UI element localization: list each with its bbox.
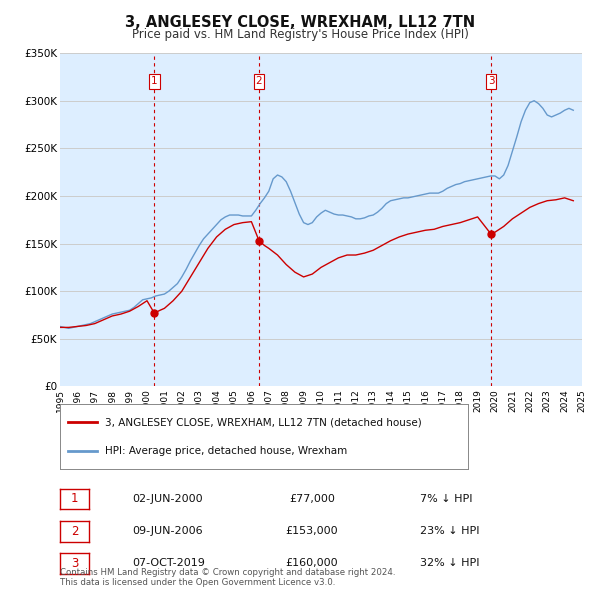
Text: £77,000: £77,000 bbox=[289, 494, 335, 503]
Text: 2: 2 bbox=[71, 525, 78, 538]
Text: 07-OCT-2019: 07-OCT-2019 bbox=[132, 559, 205, 568]
Text: Contains HM Land Registry data © Crown copyright and database right 2024.
This d: Contains HM Land Registry data © Crown c… bbox=[60, 568, 395, 587]
Text: Price paid vs. HM Land Registry's House Price Index (HPI): Price paid vs. HM Land Registry's House … bbox=[131, 28, 469, 41]
Text: 02-JUN-2000: 02-JUN-2000 bbox=[132, 494, 203, 503]
Text: 7% ↓ HPI: 7% ↓ HPI bbox=[420, 494, 473, 503]
Text: 09-JUN-2006: 09-JUN-2006 bbox=[132, 526, 203, 536]
Text: 1: 1 bbox=[151, 77, 158, 86]
Text: 3: 3 bbox=[488, 77, 494, 86]
Text: 3, ANGLESEY CLOSE, WREXHAM, LL12 7TN: 3, ANGLESEY CLOSE, WREXHAM, LL12 7TN bbox=[125, 15, 475, 30]
Text: 3, ANGLESEY CLOSE, WREXHAM, LL12 7TN (detached house): 3, ANGLESEY CLOSE, WREXHAM, LL12 7TN (de… bbox=[105, 417, 422, 427]
Text: 2: 2 bbox=[256, 77, 262, 86]
Text: 3: 3 bbox=[71, 557, 78, 571]
Text: £160,000: £160,000 bbox=[286, 559, 338, 568]
Text: 1: 1 bbox=[71, 492, 78, 506]
Text: HPI: Average price, detached house, Wrexham: HPI: Average price, detached house, Wrex… bbox=[105, 446, 347, 456]
Text: £153,000: £153,000 bbox=[286, 526, 338, 536]
Text: 23% ↓ HPI: 23% ↓ HPI bbox=[420, 526, 479, 536]
Text: 32% ↓ HPI: 32% ↓ HPI bbox=[420, 559, 479, 568]
